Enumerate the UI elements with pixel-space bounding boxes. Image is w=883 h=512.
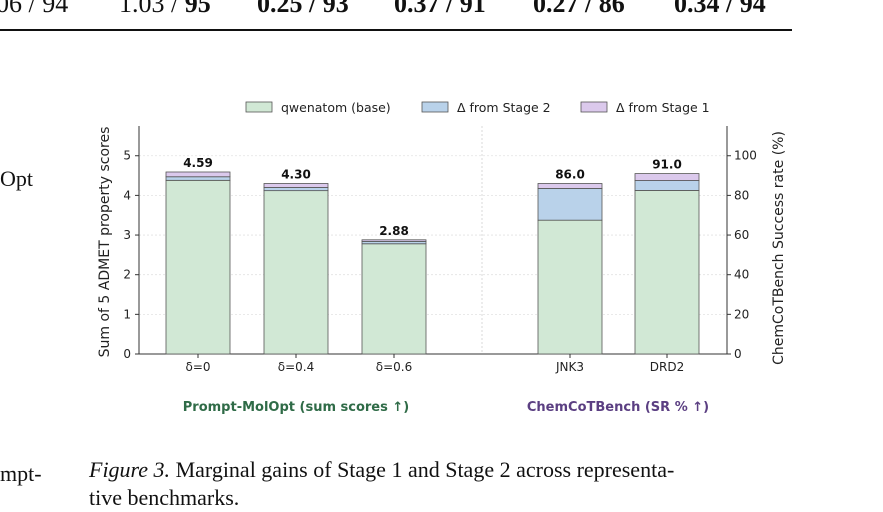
y-tick-label: 1	[123, 307, 131, 321]
y2-tick-label: 100	[734, 149, 757, 163]
bar-stage1-segment	[634, 173, 700, 181]
bar-stage2-segment	[263, 187, 329, 192]
bar-stage1-segment	[361, 239, 427, 242]
legend-swatch	[245, 101, 273, 113]
left-axis-title: Sum of 5 ADMET property scores	[97, 127, 113, 358]
table-fragment-row: 06 / 94 1.03 / 95 0.25 / 93 0.37 / 91 0.…	[0, 0, 792, 30]
x-tick-label: JNK3	[555, 360, 584, 374]
caption-text-line1: Marginal gains of Stage 1 and Stage 2 ac…	[170, 457, 675, 482]
legend-label: qwenatom (base)	[281, 100, 391, 115]
bar-base-segment	[537, 219, 603, 355]
x-tick-label: δ=0	[185, 360, 210, 374]
bar-stage1-segment	[537, 183, 603, 189]
x-tick-label: δ=0.6	[376, 360, 412, 374]
table-cell: 0.25 / 93	[257, 0, 349, 18]
y-tick-label: 5	[123, 149, 131, 163]
bar-stage2-segment	[165, 176, 231, 181]
x-tick-label: DRD2	[650, 360, 684, 374]
left-column-fragment: mpt-	[0, 461, 42, 486]
bar-base-segment	[361, 243, 427, 355]
group-label-molopt: Prompt-MolOpt (sum scores ↑)	[183, 400, 409, 415]
bar-total-label: 2.88	[379, 224, 409, 238]
y-tick-label: 0	[123, 347, 131, 361]
right-axis-title: ChemCoTBench Success rate (%)	[771, 131, 787, 365]
y-tick-label: 4	[123, 188, 131, 202]
legend-label: Δ from Stage 1	[616, 100, 710, 115]
y-tick-label: 3	[123, 228, 131, 242]
bar-stage1-segment	[263, 183, 329, 188]
table-cell: 0.37 / 91	[394, 0, 486, 18]
bar-total-label: 91.0	[652, 158, 682, 172]
bar-total-label: 4.59	[183, 156, 213, 170]
table-bottom-rule	[0, 29, 792, 31]
y2-tick-label: 40	[734, 268, 749, 282]
bar-base-segment	[634, 190, 700, 355]
bar-stage2-segment	[537, 188, 603, 221]
caption-text-line2: tive benchmarks.	[89, 485, 240, 510]
bar-total-label: 4.30	[281, 167, 311, 181]
bar-stage1-segment	[165, 171, 231, 178]
bar-base-segment	[165, 179, 231, 355]
bar-base-segment	[263, 190, 329, 355]
legend-swatch	[580, 101, 608, 113]
y2-tick-label: 60	[734, 228, 749, 242]
figure-caption: Figure 3. Marginal gains of Stage 1 and …	[89, 456, 809, 512]
y-tick-label: 2	[123, 268, 131, 282]
bar-total-label: 86.0	[555, 167, 585, 181]
bar-stage2-segment	[634, 180, 700, 191]
y2-tick-label: 0	[734, 347, 742, 361]
table-cell: 06 / 94	[0, 0, 69, 18]
caption-label: Figure 3.	[89, 457, 171, 482]
table-cell: 0.34 / 94	[674, 0, 766, 18]
x-tick-label: δ=0.4	[278, 360, 314, 374]
table-cell: 0.27 / 86	[533, 0, 625, 18]
table-cell: 1.03 / 95	[119, 0, 211, 18]
left-column-fragment: Opt	[0, 166, 33, 191]
y2-tick-label: 20	[734, 307, 749, 321]
y2-tick-label: 80	[734, 188, 749, 202]
group-label-chemcot: ChemCoTBench (SR % ↑)	[527, 400, 709, 415]
legend-label: Δ from Stage 2	[457, 100, 551, 115]
legend-swatch	[421, 101, 449, 113]
